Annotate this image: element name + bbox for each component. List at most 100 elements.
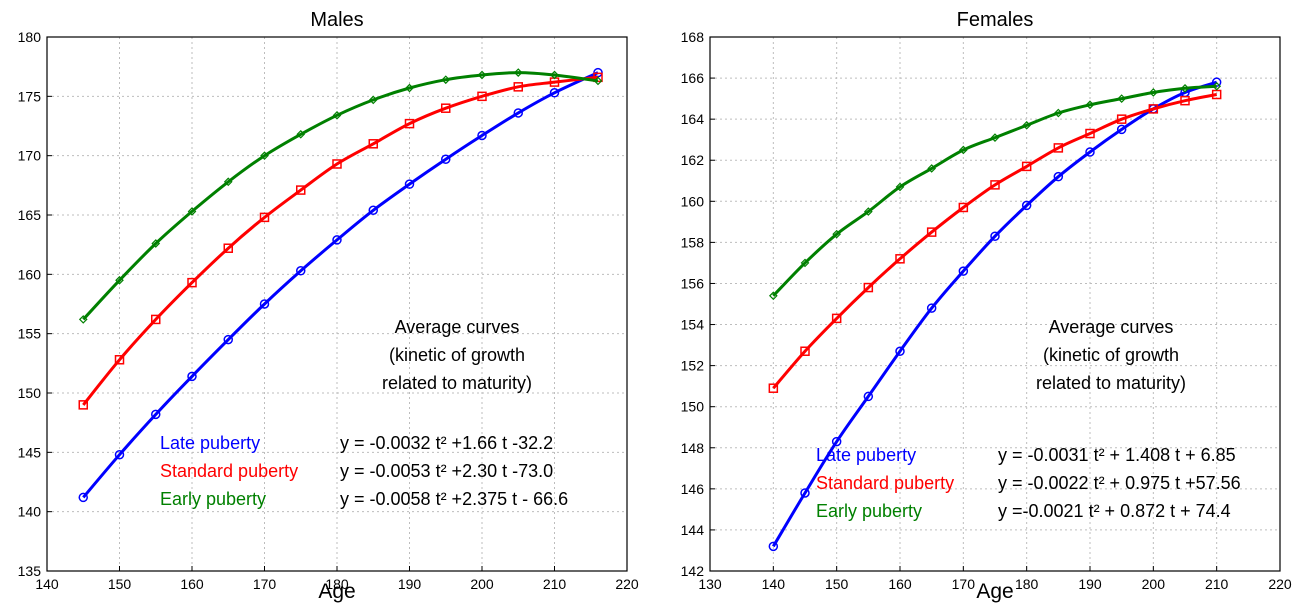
data-point — [958, 145, 968, 155]
data-point — [513, 82, 523, 92]
data-point — [477, 91, 487, 102]
equation-label: y = -0.0031 t² + 1.408 t + 6.85 — [998, 445, 1236, 465]
data-point — [1021, 200, 1032, 211]
data-point — [800, 258, 810, 268]
series-line — [82, 71, 599, 499]
data-point — [863, 207, 873, 216]
data-point — [187, 277, 197, 288]
data-point — [990, 180, 1000, 190]
x-tick-label: 140 — [35, 576, 59, 592]
y-tick-label: 160 — [18, 266, 42, 282]
data-point — [78, 492, 88, 503]
equation-label: y =-0.0021 t² + 0.872 t + 74.4 — [998, 501, 1231, 521]
data-point — [1021, 161, 1032, 172]
y-tick-label: 162 — [681, 152, 705, 168]
data-point — [1116, 124, 1127, 135]
data-point — [1148, 88, 1158, 97]
series-early-puberty — [78, 68, 603, 324]
x-tick-label: 160 — [180, 576, 204, 592]
x-tick-label: 220 — [615, 576, 639, 592]
data-point — [895, 254, 905, 264]
data-point — [1180, 95, 1190, 106]
data-point — [78, 315, 88, 324]
data-point — [259, 212, 270, 223]
annotation-line: (kinetic of growth — [389, 345, 525, 365]
legend-label: Early puberty — [160, 489, 266, 509]
y-tick-label: 155 — [18, 326, 42, 342]
data-point — [151, 409, 161, 420]
equation-label: y = -0.0058 t² +2.375 t - 66.6 — [340, 489, 568, 509]
data-point — [78, 400, 88, 410]
data-point — [1148, 104, 1159, 114]
y-tick-label: 180 — [18, 29, 42, 45]
data-point — [549, 88, 560, 98]
data-point — [187, 371, 197, 382]
x-tick-label: 150 — [108, 576, 132, 592]
series-standard-puberty — [78, 72, 603, 410]
y-tick-label: 164 — [681, 111, 705, 127]
annotation-line: (kinetic of growth — [1043, 345, 1179, 365]
y-tick-label: 156 — [681, 275, 705, 291]
data-point — [800, 488, 810, 498]
y-tick-label: 160 — [681, 193, 705, 209]
x-tick-label: 190 — [1078, 576, 1102, 592]
gridlines — [47, 37, 627, 571]
y-tick-label: 135 — [18, 563, 42, 579]
data-point — [550, 70, 559, 80]
equation-label: y = -0.0032 t² +1.66 t -32.2 — [340, 433, 553, 453]
data-point — [926, 227, 937, 237]
data-point — [513, 68, 523, 77]
data-point — [296, 266, 306, 276]
y-tick-label: 158 — [681, 234, 705, 250]
data-point — [223, 243, 233, 253]
y-tick-label: 166 — [681, 70, 705, 86]
data-point — [1180, 83, 1190, 93]
data-point — [223, 334, 233, 345]
gridlines — [710, 37, 1280, 571]
plot-frame — [709, 36, 1281, 572]
data-point — [405, 83, 414, 93]
y-tick-label: 148 — [681, 440, 705, 456]
y-tick-label: 168 — [681, 29, 705, 45]
x-tick-label: 180 — [1015, 576, 1039, 592]
data-point — [1116, 114, 1127, 124]
data-point — [368, 205, 378, 216]
equation-label: y = -0.0053 t² +2.30 t -73.0 — [340, 461, 553, 481]
data-point — [223, 177, 233, 187]
y-tick-label: 145 — [18, 444, 42, 460]
y-tick-label: 142 — [681, 563, 705, 579]
series-line — [82, 75, 599, 406]
data-point — [831, 313, 842, 324]
x-tick-label: 220 — [1268, 576, 1292, 592]
y-tick-label: 140 — [18, 504, 42, 520]
annotation-line: related to maturity) — [382, 373, 532, 393]
legend-label: Late puberty — [160, 433, 260, 453]
data-point — [958, 202, 969, 213]
data-point — [1085, 100, 1095, 110]
x-tick-label: 200 — [470, 576, 494, 592]
data-point — [151, 239, 161, 248]
data-point — [800, 346, 810, 356]
x-tick-label: 170 — [952, 576, 976, 592]
chart-title: Females — [957, 9, 1034, 31]
data-point — [1053, 171, 1064, 182]
data-point — [332, 159, 342, 169]
data-point — [477, 70, 487, 80]
chart-title: Males — [310, 9, 363, 31]
y-tick-label: 154 — [681, 317, 705, 333]
data-point — [768, 383, 779, 393]
data-point — [927, 164, 937, 173]
data-point — [296, 185, 306, 195]
y-tick-label: 150 — [18, 385, 42, 401]
females-chart-panel: Females 130 140 150 160 170 180 190 200 210 220 142… — [681, 9, 1292, 603]
data-point — [368, 95, 378, 105]
data-point — [990, 133, 1000, 142]
data-point — [404, 179, 415, 189]
data-point — [593, 76, 603, 86]
x-tick-label: 130 — [698, 576, 722, 592]
y-tick-label: 144 — [681, 522, 705, 538]
data-point — [332, 235, 342, 245]
x-tick-label: 210 — [543, 576, 567, 592]
data-point — [1053, 108, 1063, 118]
equation-label: y = -0.0022 t² + 0.975 t +57.56 — [998, 473, 1241, 493]
